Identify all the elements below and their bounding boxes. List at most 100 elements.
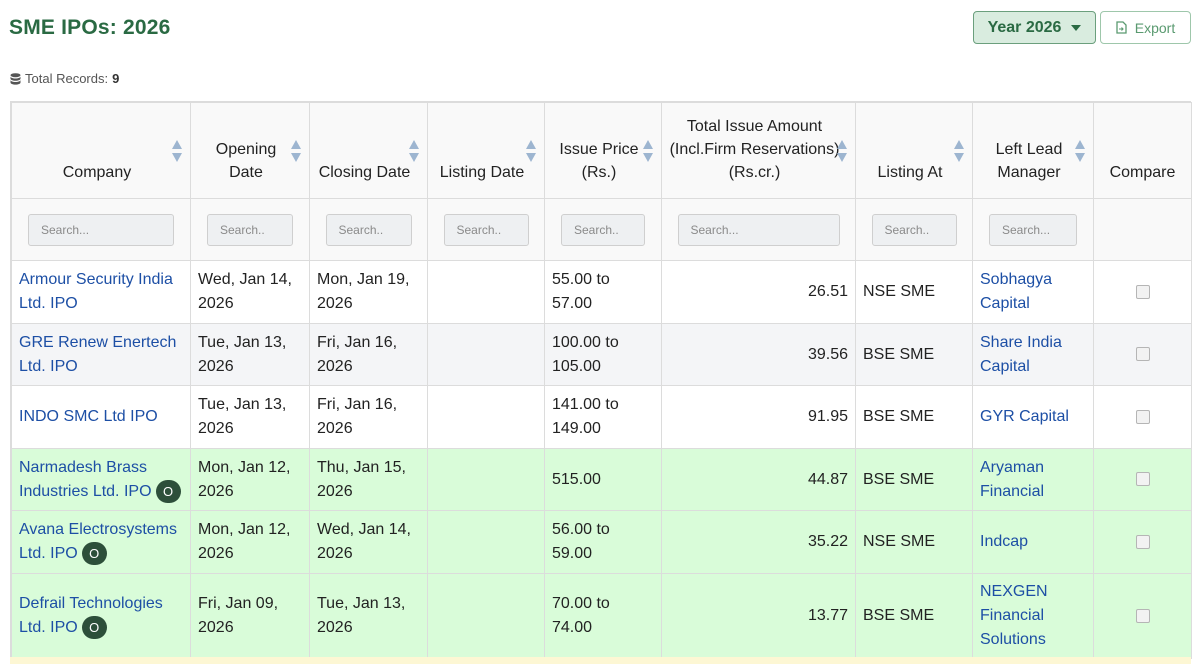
opening-date-cell: Mon, Jan 12, 2026 bbox=[190, 448, 310, 511]
total-records-count: 9 bbox=[112, 71, 120, 86]
sort-icon bbox=[837, 140, 847, 162]
compare-checkbox[interactable] bbox=[1135, 347, 1150, 362]
search-input-company[interactable] bbox=[28, 213, 174, 246]
issue-price-cell: 100.00 to 105.00 bbox=[544, 323, 662, 386]
issue-amount-cell: 44.87 bbox=[661, 448, 856, 511]
company-link[interactable]: INDO SMC Ltd IPO bbox=[19, 408, 158, 425]
listing-at-cell: BSE SME bbox=[855, 385, 973, 449]
col-header-listing-at[interactable]: Listing At bbox=[855, 102, 973, 199]
compare-checkbox[interactable] bbox=[1135, 284, 1150, 299]
col-header-listing-at-label: Listing At bbox=[877, 164, 943, 181]
compare-checkbox[interactable] bbox=[1135, 472, 1150, 487]
lead-manager-link[interactable]: GYR Capital bbox=[980, 408, 1069, 425]
issue-amount-cell: 39.56 bbox=[661, 323, 856, 386]
compare-checkbox[interactable] bbox=[1135, 534, 1150, 549]
company-cell: Avana Electrosystems Ltd. IPO O bbox=[11, 510, 191, 574]
col-header-company-label: Company bbox=[62, 164, 132, 181]
col-header-listing-date[interactable]: Listing Date bbox=[427, 102, 545, 199]
lead-manager-link[interactable]: Indcap bbox=[980, 533, 1029, 550]
col-header-issue-amount[interactable]: Total Issue Amount (Incl.Firm Reservatio… bbox=[661, 102, 856, 199]
listing-at-cell: NSE SME bbox=[855, 510, 973, 574]
table-row: Narmadesh Brass Industries Ltd. IPO O Mon… bbox=[11, 448, 1192, 511]
closing-date-cell: Mon, Jan 19, 2026 bbox=[309, 260, 428, 324]
header-row: Company Opening Date Closing Date Listin… bbox=[11, 102, 1192, 199]
search-input-lead-manager[interactable] bbox=[989, 213, 1077, 246]
company-link[interactable]: Armour Security India Ltd. IPO bbox=[19, 271, 173, 312]
col-header-issue-price-label: Issue Price (Rs.) bbox=[559, 141, 639, 181]
company-cell: GRE Renew Enertech Ltd. IPO bbox=[11, 323, 191, 386]
table-row: GRE Renew Enertech Ltd. IPO Tue, Jan 13,… bbox=[11, 323, 1192, 386]
compare-checkbox[interactable] bbox=[1135, 608, 1150, 623]
search-input-opening-date[interactable] bbox=[207, 213, 293, 246]
closing-date-cell: Fri, Jan 16, 2026 bbox=[309, 385, 428, 449]
col-header-opening-date[interactable]: Opening Date bbox=[190, 102, 310, 199]
table-row: Avana Electrosystems Ltd. IPO O Mon, Jan … bbox=[11, 510, 1192, 574]
search-input-listing-at[interactable] bbox=[871, 213, 957, 246]
search-cell bbox=[661, 198, 856, 261]
listing-date-cell bbox=[427, 510, 545, 574]
year-dropdown-button[interactable]: Year 2026 bbox=[973, 11, 1096, 44]
lead-manager-link[interactable]: Sobhagya Capital bbox=[980, 271, 1053, 312]
sort-icon bbox=[409, 140, 419, 162]
col-header-issue-price[interactable]: Issue Price (Rs.) bbox=[544, 102, 662, 199]
table-row: INDO SMC Ltd IPO Tue, Jan 13, 2026 Fri, … bbox=[11, 385, 1192, 449]
issue-amount-cell: 35.22 bbox=[661, 510, 856, 574]
listing-date-cell bbox=[427, 385, 545, 449]
col-header-lead-manager[interactable]: Left Lead Manager bbox=[972, 102, 1094, 199]
lead-manager-link[interactable]: Share India Capital bbox=[980, 333, 1062, 375]
issue-price-cell: 70.00 to 74.00 bbox=[544, 573, 662, 659]
company-link[interactable]: Avana Electrosystems Ltd. IPO bbox=[19, 521, 177, 562]
search-input-issue-price[interactable] bbox=[561, 213, 645, 246]
lead-manager-cell: Share India Capital bbox=[972, 323, 1094, 386]
col-header-opening-date-label: Opening Date bbox=[215, 141, 277, 181]
search-input-listing-date[interactable] bbox=[443, 213, 529, 246]
search-input-closing-date[interactable] bbox=[325, 213, 412, 246]
company-link[interactable]: GRE Renew Enertech Ltd. IPO bbox=[19, 333, 177, 375]
col-header-lead-manager-label: Left Lead Manager bbox=[995, 141, 1063, 181]
lead-manager-link[interactable]: NEXGEN Financial Solutions bbox=[980, 583, 1048, 648]
col-header-closing-date[interactable]: Closing Date bbox=[309, 102, 428, 199]
sort-icon bbox=[172, 140, 182, 162]
company-cell: Defrail Technologies Ltd. IPO O bbox=[11, 573, 191, 659]
closing-date-cell: Tue, Jan 13, 2026 bbox=[309, 573, 428, 659]
listing-at-cell: BSE SME bbox=[855, 448, 973, 511]
opening-date-cell: Tue, Jan 13, 2026 bbox=[190, 323, 310, 386]
closing-date-cell: Wed, Jan 14, 2026 bbox=[309, 510, 428, 574]
ipo-table: Company Opening Date Closing Date Listin… bbox=[10, 101, 1192, 659]
lead-manager-cell: Sobhagya Capital bbox=[972, 260, 1094, 324]
col-header-company[interactable]: Company bbox=[11, 102, 191, 199]
listing-at-cell: NSE SME bbox=[855, 260, 973, 324]
search-cell bbox=[427, 198, 545, 261]
opening-date-cell: Fri, Jan 09, 2026 bbox=[190, 573, 310, 659]
closing-date-cell: Thu, Jan 15, 2026 bbox=[309, 448, 428, 511]
file-export-icon bbox=[1116, 21, 1127, 34]
search-cell bbox=[544, 198, 662, 261]
col-header-listing-date-label: Listing Date bbox=[439, 164, 525, 181]
total-records-label: Total Records: bbox=[25, 71, 109, 86]
search-input-issue-amount[interactable] bbox=[677, 213, 840, 246]
table-row: Defrail Technologies Ltd. IPO O Fri, Jan … bbox=[11, 573, 1192, 659]
export-button[interactable]: Export bbox=[1100, 11, 1191, 44]
col-header-closing-date-label: Closing Date bbox=[318, 164, 411, 181]
search-row bbox=[11, 198, 1192, 261]
open-status-badge: O bbox=[81, 542, 107, 566]
listing-date-cell bbox=[427, 573, 545, 659]
issue-amount-cell: 13.77 bbox=[661, 573, 856, 659]
compare-cell bbox=[1093, 385, 1192, 449]
sort-icon bbox=[1075, 140, 1085, 162]
total-records: Total Records: 9 bbox=[10, 71, 119, 86]
company-link[interactable]: Defrail Technologies Ltd. IPO bbox=[19, 595, 163, 636]
lead-manager-cell: Aryaman Financial bbox=[972, 448, 1094, 511]
col-header-compare-label: Compare bbox=[1109, 164, 1176, 181]
listing-date-cell bbox=[427, 260, 545, 324]
open-status-badge: O bbox=[81, 616, 107, 640]
table-row: Armour Security India Ltd. IPO Wed, Jan … bbox=[11, 260, 1192, 324]
company-link[interactable]: Narmadesh Brass Industries Ltd. IPO bbox=[19, 458, 152, 500]
compare-cell bbox=[1093, 260, 1192, 324]
issue-amount-cell: 91.95 bbox=[661, 385, 856, 449]
lead-manager-cell: Indcap bbox=[972, 510, 1094, 574]
lead-manager-link[interactable]: Aryaman Financial bbox=[980, 458, 1045, 500]
issue-price-cell: 141.00 to 149.00 bbox=[544, 385, 662, 449]
search-cell bbox=[190, 198, 310, 261]
compare-checkbox[interactable] bbox=[1135, 409, 1150, 424]
